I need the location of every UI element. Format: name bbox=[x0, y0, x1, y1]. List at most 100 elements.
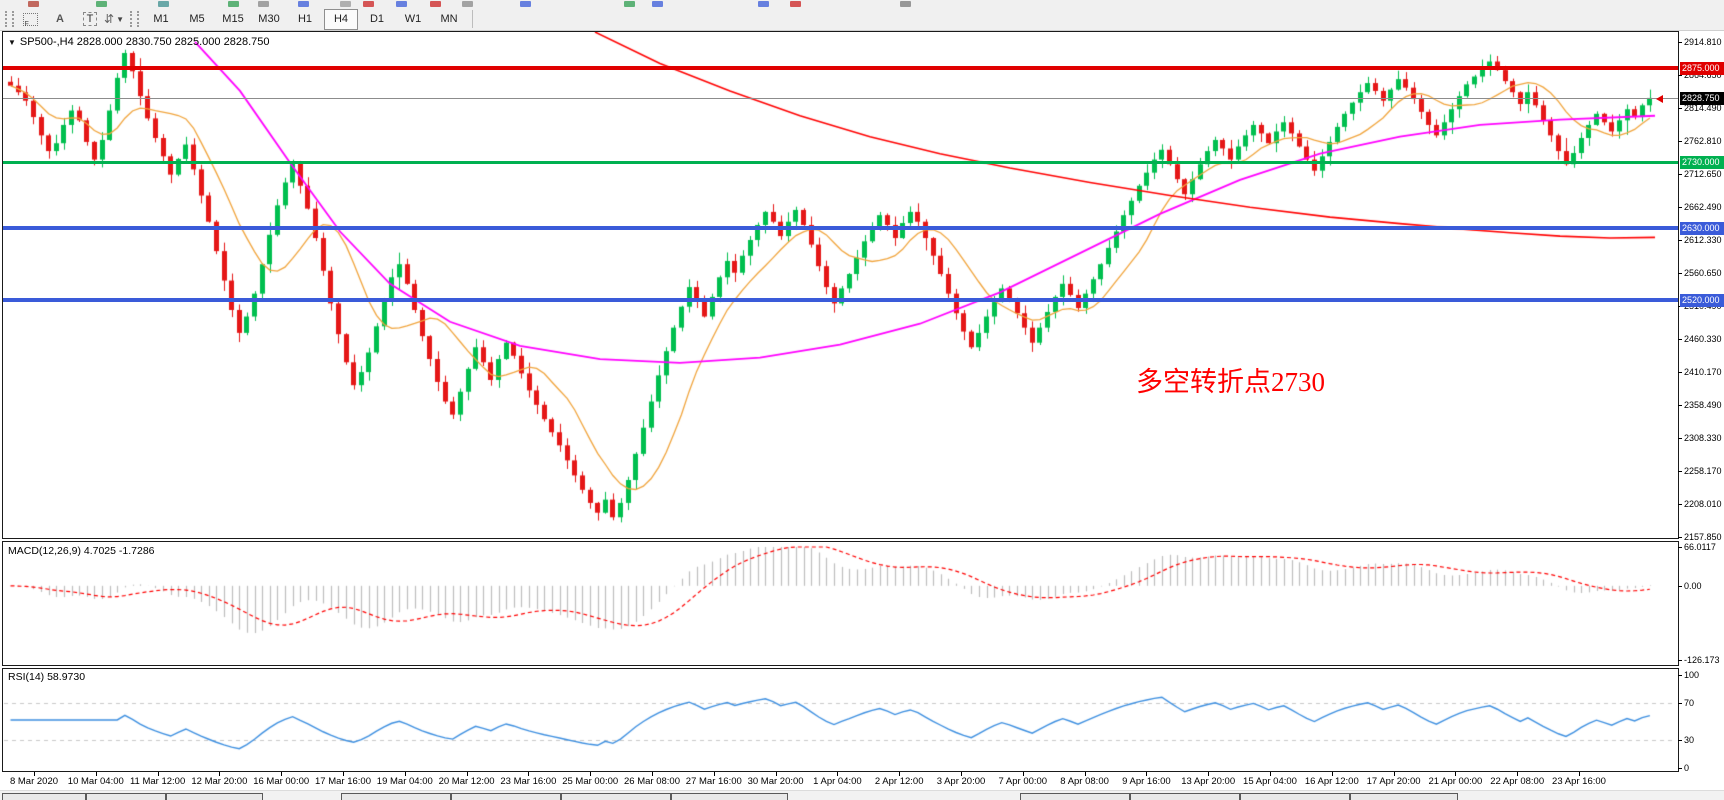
timeframe-button-mn[interactable]: MN bbox=[440, 13, 458, 25]
clipped-toolbar-icon bbox=[520, 1, 531, 7]
rsi-axis-label: 0 bbox=[1684, 763, 1690, 773]
clipped-toolbar-icon bbox=[462, 1, 473, 7]
timeframe-button-h4[interactable]: H4 bbox=[324, 8, 358, 30]
time-axis-label: 11 Mar 12:00 bbox=[129, 776, 186, 787]
time-axis-label: 3 Apr 20:00 bbox=[936, 776, 986, 787]
price-axis-tick-label: 2712.650 bbox=[1684, 169, 1722, 179]
price-axis-tick-label: 2460.330 bbox=[1684, 334, 1722, 344]
last-price-marker bbox=[1656, 95, 1663, 103]
rsi-axis-tick bbox=[1678, 703, 1682, 704]
macd-axis-label: -126.173 bbox=[1684, 655, 1720, 665]
timeframe-button-m1[interactable]: M1 bbox=[153, 13, 169, 25]
rsi-axis-tick bbox=[1678, 768, 1682, 769]
time-axis-label: 16 Mar 00:00 bbox=[253, 776, 310, 787]
price-axis-tick-label: 2157.850 bbox=[1684, 532, 1722, 542]
time-axis-label: 2 Apr 12:00 bbox=[874, 776, 924, 787]
rsi-axis-label: 70 bbox=[1684, 698, 1695, 708]
window-tab[interactable] bbox=[341, 793, 451, 800]
clipped-toolbar-icon bbox=[624, 1, 635, 7]
toolbar-grip[interactable] bbox=[5, 11, 14, 27]
time-axis[interactable]: 8 Mar 2020 10 Mar 04:00 11 Mar 12:00 12 Mar… bbox=[0, 772, 1724, 790]
dotted-box-icon[interactable]: F bbox=[19, 10, 41, 29]
timeframe-button-group: M1 M5 M15 M30 H1 H4 D1 W1 MN bbox=[144, 8, 466, 30]
price-axis-tick bbox=[1678, 75, 1682, 76]
toolbar-grip[interactable] bbox=[130, 11, 139, 27]
window-tab[interactable] bbox=[86, 793, 166, 800]
time-axis-tick bbox=[1579, 772, 1580, 776]
time-axis-label: 27 Mar 16:00 bbox=[685, 776, 742, 787]
price-axis-tick-label: 2410.170 bbox=[1684, 367, 1722, 377]
window-tab[interactable] bbox=[1350, 793, 1458, 800]
candlestick-chart-canvas[interactable] bbox=[3, 32, 1678, 538]
timeframe-button-m30[interactable]: M30 bbox=[258, 13, 280, 25]
chart-toolbar: F A T ⇵ ▼ M1 M5 M15 M30 H1 H4 D1 W1 MN bbox=[0, 8, 1724, 31]
window-tab[interactable] bbox=[451, 793, 561, 800]
horizontal-level-line-2730[interactable] bbox=[3, 161, 1678, 164]
chart-text-annotation[interactable]: 多空转折点2730 bbox=[1136, 367, 1325, 397]
window-tab[interactable] bbox=[1020, 793, 1130, 800]
window-tab[interactable] bbox=[1240, 793, 1350, 800]
chart-title: ▼ SP500-,H4 2828.000 2830.750 2825.000 28… bbox=[8, 36, 270, 48]
time-axis-tick bbox=[1023, 772, 1024, 776]
horizontal-level-line-2875[interactable] bbox=[3, 66, 1678, 70]
price-axis-tick-label: 2358.490 bbox=[1684, 400, 1722, 410]
timeframe-button-w1[interactable]: W1 bbox=[404, 13, 422, 25]
clipped-toolbar-icon bbox=[396, 1, 407, 7]
chart-dropdown-icon[interactable]: ▼ bbox=[8, 38, 16, 47]
time-axis-label: 25 Mar 00:00 bbox=[562, 776, 619, 787]
rsi-chart-canvas[interactable] bbox=[3, 669, 1678, 771]
time-axis-label: 21 Apr 00:00 bbox=[1428, 776, 1483, 787]
macd-chart-canvas[interactable] bbox=[3, 542, 1678, 665]
time-axis-tick bbox=[281, 772, 282, 776]
price-axis-tick-label: 2662.490 bbox=[1684, 202, 1722, 212]
time-axis-label: 20 Mar 12:00 bbox=[438, 776, 495, 787]
rsi-axis-label: 30 bbox=[1684, 735, 1695, 745]
time-axis-tick bbox=[652, 772, 653, 776]
time-axis-label: 1 Apr 04:00 bbox=[813, 776, 862, 787]
window-tab[interactable] bbox=[166, 793, 263, 800]
current-price-line bbox=[3, 98, 1678, 99]
horizontal-level-line-2520[interactable] bbox=[3, 298, 1678, 302]
price-axis-tick bbox=[1678, 273, 1682, 274]
window-tab[interactable] bbox=[561, 793, 671, 800]
horizontal-level-line-2630[interactable] bbox=[3, 226, 1678, 230]
clipped-toolbar-icon bbox=[652, 1, 663, 7]
clipped-toolbar-row bbox=[0, 0, 1724, 8]
time-axis-tick bbox=[1270, 772, 1271, 776]
arrange-cycle-icon[interactable]: ⇵ ▼ bbox=[104, 12, 124, 26]
price-axis-tick bbox=[1678, 537, 1682, 538]
timeframe-button-m15[interactable]: M15 bbox=[222, 13, 244, 25]
macd-axis-tick bbox=[1678, 660, 1682, 661]
time-axis-tick bbox=[34, 772, 35, 776]
window-tab[interactable] bbox=[2, 793, 86, 800]
font-tool-button[interactable]: A bbox=[56, 13, 64, 25]
time-axis-tick bbox=[776, 772, 777, 776]
clipped-toolbar-icon bbox=[900, 1, 911, 7]
clipped-toolbar-icon bbox=[790, 1, 801, 7]
rsi-axis-label: 100 bbox=[1684, 670, 1700, 680]
chevron-down-icon: ▼ bbox=[116, 14, 124, 24]
timeframe-button-h1[interactable]: H1 bbox=[297, 13, 313, 25]
time-axis-tick bbox=[1208, 772, 1209, 776]
timeframe-button-m5[interactable]: M5 bbox=[189, 13, 205, 25]
price-axis-tick-label: 2914.810 bbox=[1684, 37, 1722, 47]
toolbar-separator bbox=[472, 10, 473, 28]
price-axis-tick bbox=[1678, 471, 1682, 472]
time-axis-tick bbox=[1455, 772, 1456, 776]
price-axis-tick-label: 2612.330 bbox=[1684, 235, 1722, 245]
text-tool-button[interactable]: T bbox=[79, 10, 101, 29]
price-axis-tick-label: 2560.650 bbox=[1684, 268, 1722, 278]
clipped-toolbar-icon bbox=[96, 1, 107, 7]
clipped-toolbar-icon bbox=[340, 1, 351, 7]
time-axis-label: 9 Apr 16:00 bbox=[1122, 776, 1171, 787]
window-tab[interactable] bbox=[671, 793, 788, 800]
time-axis-label: 13 Apr 20:00 bbox=[1181, 776, 1236, 787]
timeframe-button-d1[interactable]: D1 bbox=[369, 13, 385, 25]
time-axis-label: 22 Apr 08:00 bbox=[1490, 776, 1545, 787]
time-axis-tick bbox=[467, 772, 468, 776]
macd-label: MACD(12,26,9) 4.7025 -1.7286 bbox=[8, 545, 155, 557]
rsi-axis-tick bbox=[1678, 675, 1682, 676]
time-axis-label: 7 Apr 00:00 bbox=[998, 776, 1048, 787]
time-axis-tick bbox=[961, 772, 962, 776]
window-tab[interactable] bbox=[1130, 793, 1240, 800]
